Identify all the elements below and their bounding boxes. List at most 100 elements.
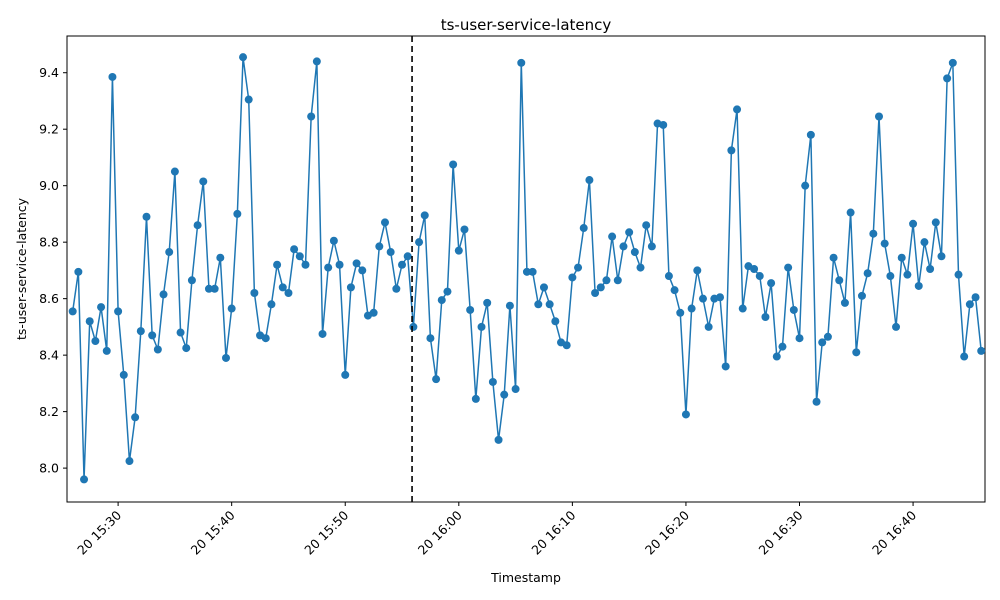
data-point: [392, 284, 401, 293]
data-point: [443, 287, 452, 296]
data-point: [784, 263, 793, 272]
data-point: [386, 248, 395, 257]
data-point: [767, 279, 776, 288]
data-point: [750, 265, 759, 273]
data-point: [704, 322, 713, 331]
data-point: [119, 370, 128, 379]
data-point: [937, 252, 946, 261]
data-point: [857, 291, 866, 300]
data-point: [466, 305, 475, 314]
data-point: [943, 74, 952, 83]
data-point: [676, 308, 685, 317]
data-point: [244, 95, 253, 104]
data-point: [187, 276, 196, 285]
data-point: [687, 304, 696, 313]
data-point: [148, 331, 157, 340]
data-point: [642, 221, 651, 230]
data-point: [312, 57, 321, 66]
data-point: [755, 272, 764, 281]
data-point: [630, 248, 639, 257]
y-tick-label: 8.6: [39, 291, 59, 306]
data-point: [426, 334, 435, 343]
data-point: [375, 242, 384, 251]
x-axis: 20 15:30 20 15:40 20 15:50 20 16:00 20 16:10…: [74, 502, 919, 558]
data-point: [494, 435, 503, 444]
data-point: [403, 252, 412, 261]
data-point: [432, 375, 441, 384]
data-point: [335, 260, 344, 269]
data-point: [239, 53, 248, 62]
data-point: [613, 276, 622, 285]
data-point: [551, 317, 560, 326]
data-point: [488, 377, 497, 386]
data-point: [534, 300, 543, 309]
data-point: [142, 212, 151, 221]
data-point: [261, 334, 270, 343]
x-tick-label: 20 16:20: [642, 507, 692, 557]
data-point: [131, 413, 140, 422]
data-point: [636, 263, 645, 272]
data-point: [91, 337, 100, 346]
data-point: [477, 322, 486, 331]
data-point: [574, 263, 583, 272]
data-point: [409, 322, 418, 331]
data-point: [102, 346, 111, 355]
data-point: [114, 307, 123, 316]
data-point: [863, 269, 872, 278]
x-tick-label: 20 15:30: [74, 507, 124, 557]
data-point: [608, 232, 617, 241]
x-axis-label: Timestamp: [490, 570, 561, 585]
data-point: [471, 394, 480, 403]
data-point: [579, 224, 588, 233]
y-tick-label: 8.8: [39, 235, 59, 250]
data-point: [971, 293, 980, 302]
data-point: [960, 352, 969, 361]
data-point: [295, 252, 304, 261]
data-point: [460, 225, 469, 234]
data-point: [931, 218, 940, 227]
x-tick-label: 20 16:00: [415, 507, 465, 557]
data-point: [216, 253, 225, 262]
data-point: [250, 289, 259, 298]
data-point: [273, 260, 282, 269]
data-point: [698, 294, 707, 303]
data-point: [761, 313, 770, 322]
data-point: [875, 112, 883, 121]
data-point: [602, 276, 611, 285]
data-point: [789, 305, 798, 314]
data-point: [903, 270, 912, 279]
data-point: [539, 283, 548, 292]
data-point: [170, 167, 179, 176]
data-point: [528, 267, 537, 276]
data-point: [954, 270, 963, 279]
data-point: [210, 284, 219, 293]
data-point: [920, 238, 929, 247]
data-point: [562, 341, 571, 350]
data-point: [199, 177, 208, 186]
data-point: [227, 304, 236, 313]
data-point: [835, 276, 844, 285]
data-point: [897, 253, 906, 262]
data-point: [193, 221, 202, 230]
x-tick-label: 20 15:50: [301, 507, 351, 557]
data-point: [449, 160, 458, 169]
data-point: [380, 218, 389, 227]
data-point: [511, 385, 520, 394]
data-point: [852, 348, 861, 357]
data-point: [591, 289, 600, 298]
data-point: [221, 353, 230, 362]
data-point: [795, 334, 804, 343]
data-point: [415, 238, 424, 247]
data-point: [914, 281, 923, 290]
data-point: [204, 284, 213, 293]
data-point: [869, 229, 878, 238]
data-point: [278, 283, 287, 292]
data-point: [801, 181, 810, 190]
data-point: [398, 260, 407, 269]
data-point: [948, 58, 957, 67]
data-point: [965, 300, 974, 309]
data-point: [153, 345, 162, 354]
data-point: [74, 267, 83, 276]
data-point: [233, 209, 242, 218]
